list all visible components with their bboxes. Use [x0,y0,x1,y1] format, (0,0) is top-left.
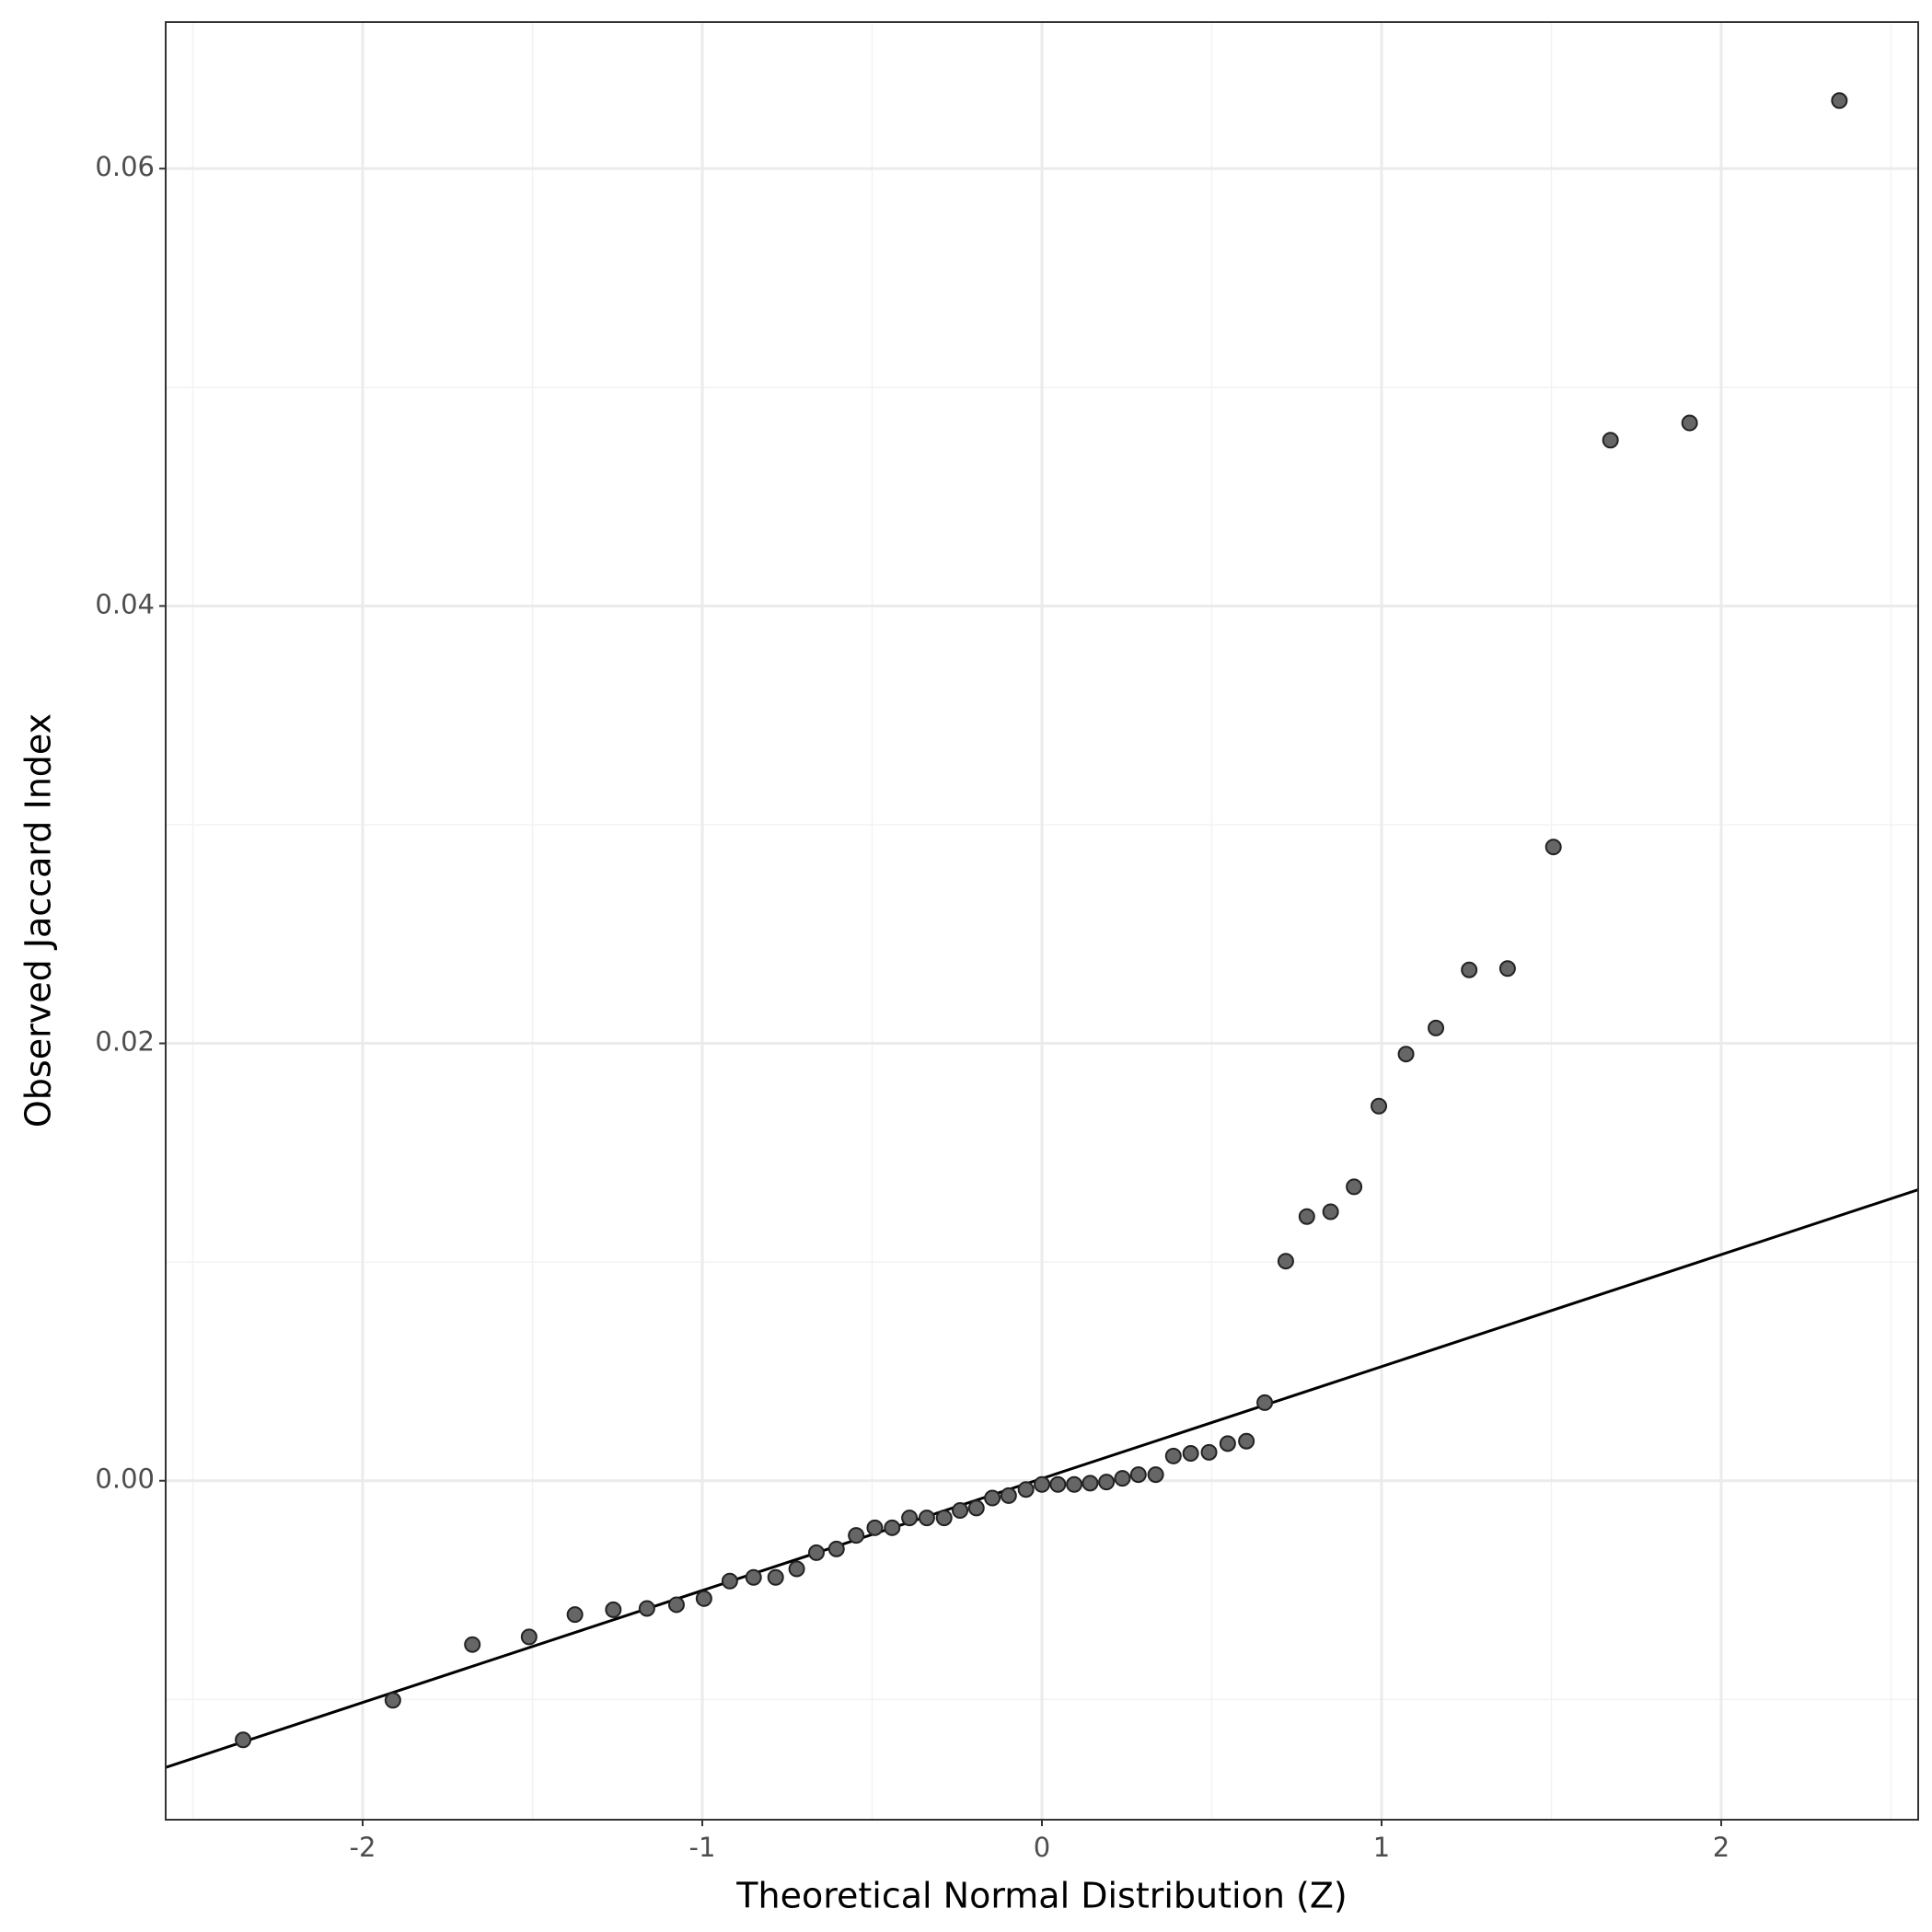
x-tick-label: -2 [350,1832,376,1863]
point [1164,1447,1182,1464]
point [1147,1466,1164,1484]
point [952,1502,969,1520]
point [1238,1432,1255,1450]
point [935,1510,953,1527]
point [745,1568,762,1586]
point [464,1636,481,1653]
point [1461,961,1478,978]
point [967,1499,985,1517]
point [1498,960,1516,978]
point [1256,1394,1274,1411]
point [1114,1470,1131,1487]
point [520,1628,538,1646]
point [566,1606,584,1624]
point [1200,1443,1218,1461]
point [1322,1203,1339,1221]
y-axis-title: Observed Jaccard Index [18,713,59,1128]
point [667,1596,685,1614]
point [605,1601,622,1618]
point [1034,1475,1050,1493]
point [1049,1475,1067,1493]
y-tick-label: 0.02 [95,1026,155,1058]
point [1397,1046,1415,1063]
point [384,1692,401,1709]
point [235,1731,252,1749]
point [1298,1208,1315,1225]
x-tick-label: 2 [1713,1832,1730,1863]
point [918,1510,935,1527]
point [1182,1445,1199,1463]
point [1681,414,1698,432]
point [984,1489,1001,1507]
x-tick-label: 0 [1034,1832,1050,1863]
y-tick-label: 0.04 [95,588,155,619]
x-axis-title: Theoretical Normal Distribution (Z) [735,1876,1347,1916]
point [884,1519,901,1536]
point [1346,1178,1363,1196]
point [1129,1466,1147,1484]
y-tick-label: 0.00 [95,1463,155,1495]
point [1371,1097,1388,1115]
point [866,1519,884,1536]
point [1428,1019,1445,1036]
point [1082,1475,1099,1492]
point [827,1540,845,1557]
point [1831,92,1848,110]
point [695,1590,712,1607]
point [1066,1475,1083,1493]
point [788,1560,805,1578]
point [1000,1487,1017,1504]
x-tick-label: 1 [1373,1832,1390,1863]
point [767,1568,784,1586]
point [901,1510,919,1527]
point [1017,1481,1035,1498]
point [848,1527,865,1544]
point [1544,839,1562,856]
x-tick-label: -1 [689,1832,716,1863]
point [1277,1253,1294,1270]
point [1219,1435,1236,1452]
panel-border [165,21,1919,1821]
point [721,1572,738,1590]
point [1602,432,1619,449]
point [1098,1474,1116,1491]
point [807,1544,825,1561]
point [638,1600,655,1617]
y-tick-label: 0.06 [95,151,155,182]
